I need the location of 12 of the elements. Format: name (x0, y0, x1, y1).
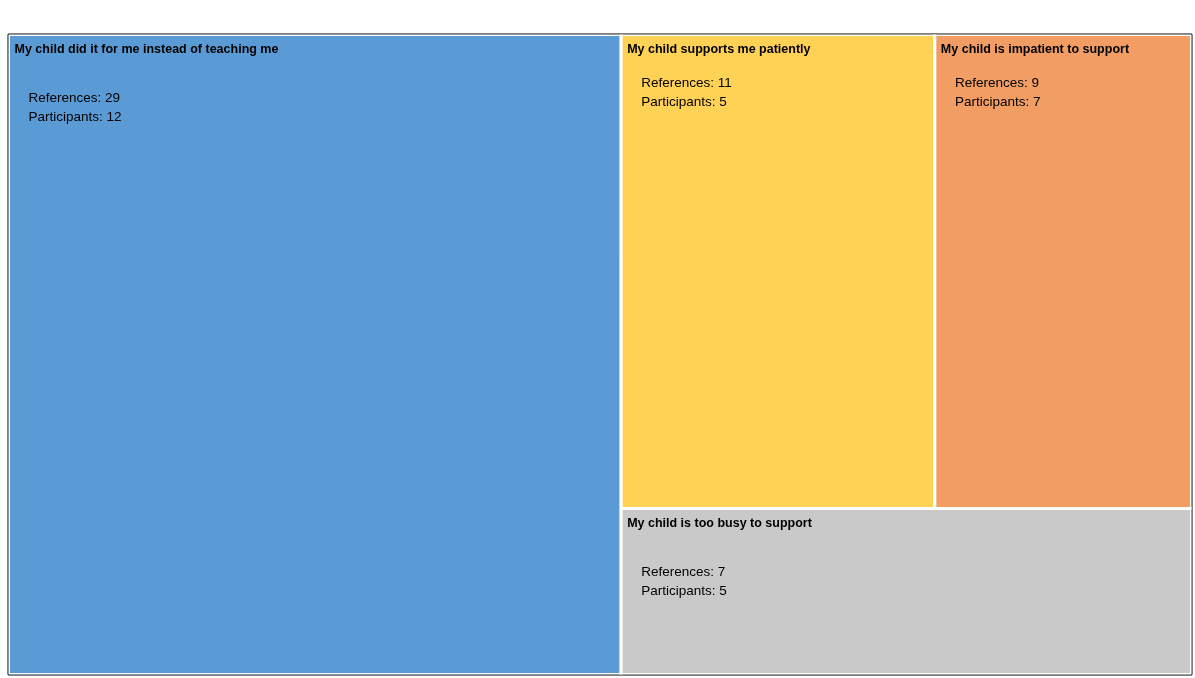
text: Participants: 5 (641, 583, 727, 599)
text: Participants: 12 (28, 108, 122, 124)
category-label: My child supports me patiently (627, 41, 811, 56)
data-label: References: 7 (641, 563, 726, 579)
data-label: References: 29 (28, 89, 121, 105)
data-label: References: 9 (954, 74, 1039, 90)
category-label: My child did it for me instead of teaching me (14, 41, 279, 56)
text: Participants: 5 (641, 93, 727, 109)
text: Participants: 7 (954, 93, 1041, 109)
category-label: My child is impatient to support (940, 41, 1130, 56)
category-label: My child is too busy to support (627, 515, 813, 530)
data-label: References: 11 (641, 74, 732, 90)
